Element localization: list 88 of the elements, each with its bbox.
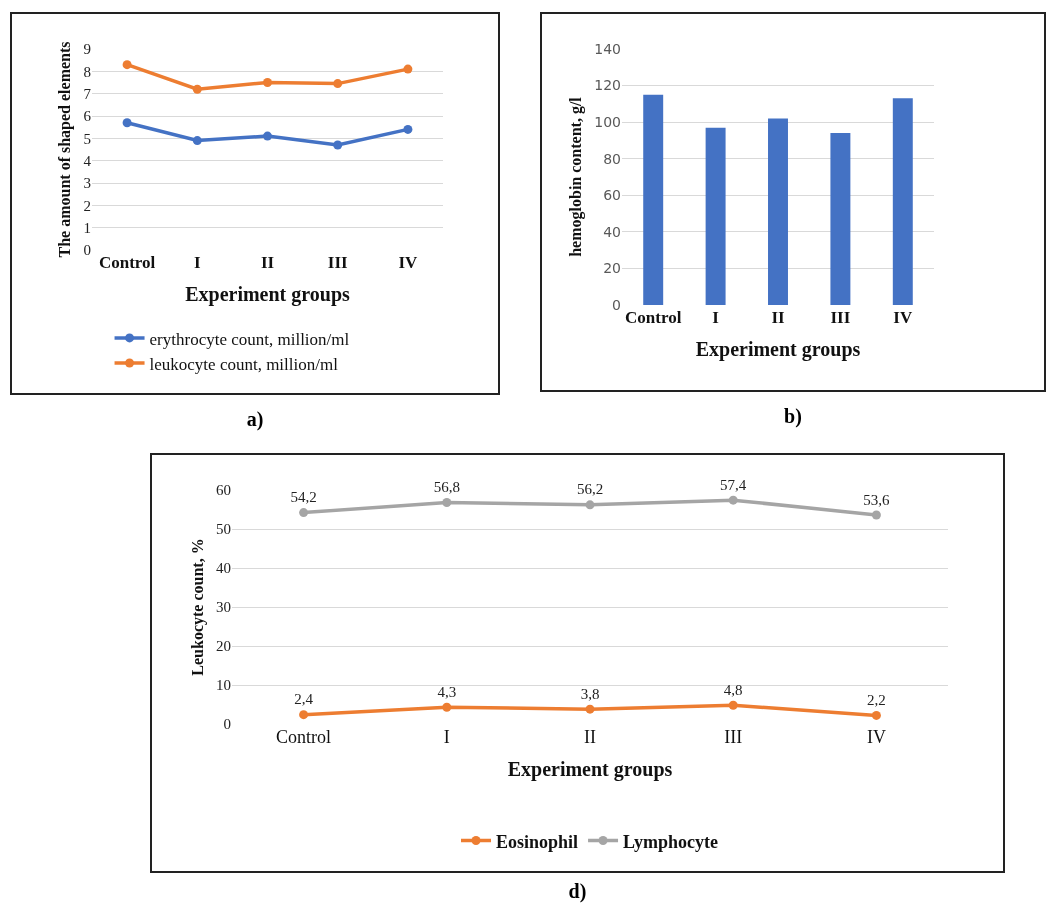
- y-axis-title: The amount of shaped elements: [56, 41, 75, 258]
- x-tick-label: IV: [398, 253, 419, 272]
- point: [585, 704, 595, 714]
- legend-label: Eosinophil: [496, 831, 579, 852]
- point: [403, 64, 413, 74]
- y-tick-label: 0: [83, 242, 91, 259]
- x-tick-label: IV: [866, 727, 886, 747]
- y-tick-label: 30: [216, 599, 231, 616]
- point: [263, 131, 272, 141]
- point: [728, 700, 738, 710]
- x-tick-label: Control: [98, 253, 156, 272]
- point: [299, 710, 309, 720]
- point: [192, 84, 202, 94]
- point: [122, 60, 132, 70]
- x-tick-label: Control: [276, 727, 332, 747]
- x-tick-label: II: [260, 253, 275, 272]
- bar: [830, 133, 851, 305]
- point: [122, 118, 132, 128]
- x-tick-label: III: [724, 727, 743, 747]
- point: [333, 79, 343, 89]
- point: [871, 710, 881, 720]
- data-label: 56,2: [576, 481, 604, 498]
- data-label: 2,4: [294, 691, 314, 708]
- point: [403, 124, 413, 134]
- x-tick-label: I: [443, 727, 450, 747]
- y-tick-label: 0: [612, 296, 621, 313]
- legend-label: Lymphocyte: [623, 831, 719, 852]
- y-tick-label: 6: [83, 108, 92, 125]
- text: b): [783, 405, 803, 428]
- x-tick-label: IV: [893, 308, 913, 327]
- point: [871, 510, 881, 520]
- y-tick-label: 9: [83, 41, 91, 58]
- y-tick-label: 1: [83, 219, 91, 236]
- y-tick-label: 100: [594, 114, 621, 131]
- legend-label: leukocyte count, million/ml: [149, 354, 339, 374]
- y-tick-label: 60: [216, 482, 231, 499]
- point: [442, 497, 452, 507]
- x-axis-title: Experiment groups: [695, 337, 861, 361]
- x-tick-label: II: [771, 308, 785, 327]
- y-tick-label: 0: [223, 716, 231, 733]
- x-tick-label: I: [193, 253, 201, 272]
- y-tick-label: 20: [216, 638, 231, 655]
- y-tick-label: 60: [603, 187, 621, 204]
- x-tick-label: II: [584, 727, 596, 747]
- y-tick-label: 8: [83, 63, 91, 80]
- point: [585, 500, 595, 510]
- y-axis-title: hemoglobin content, g/l: [567, 96, 586, 257]
- data-label: 57,4: [720, 476, 747, 493]
- point: [728, 495, 738, 505]
- data-label: 2,2: [867, 692, 886, 709]
- point: [442, 702, 452, 712]
- y-tick-label: 80: [603, 150, 621, 167]
- x-axis-title: Experiment groups: [507, 757, 673, 781]
- y-axis-title: Leukocyte count, %: [188, 538, 207, 676]
- data-label: 56,8: [433, 479, 460, 496]
- y-tick-label: 5: [83, 130, 91, 147]
- legend-label: erythrocyte count, million/ml: [149, 329, 350, 349]
- point: [299, 508, 309, 518]
- bar: [705, 127, 726, 305]
- data-label: 3,8: [580, 685, 600, 702]
- x-tick-label: I: [712, 308, 720, 327]
- y-tick-label: 10: [216, 677, 231, 694]
- data-label: 4,3: [437, 683, 457, 700]
- bar: [643, 94, 664, 305]
- text: d): [567, 880, 588, 903]
- text: a): [245, 408, 265, 431]
- y-tick-label: 120: [594, 77, 621, 94]
- y-tick-label: 7: [83, 85, 92, 102]
- y-tick-label: 50: [216, 521, 231, 538]
- y-tick-label: 4: [83, 152, 92, 169]
- y-tick-label: 20: [603, 260, 621, 277]
- y-tick-label: 3: [83, 175, 91, 192]
- y-tick-label: 140: [594, 40, 621, 57]
- bar: [768, 118, 788, 305]
- point: [192, 136, 202, 146]
- bar: [892, 98, 913, 305]
- data-label: 54,2: [290, 489, 317, 506]
- point: [333, 140, 343, 150]
- data-label: 53,6: [863, 491, 891, 508]
- data-label: 4,8: [723, 681, 743, 698]
- x-tick-label: III: [327, 253, 348, 272]
- x-tick-label: Control: [625, 308, 682, 327]
- x-axis-title: Experiment groups: [185, 282, 351, 306]
- point: [263, 78, 272, 87]
- x-tick-label: III: [830, 308, 851, 327]
- y-tick-label: 2: [83, 197, 91, 214]
- y-tick-label: 40: [603, 223, 621, 240]
- y-tick-label: 40: [216, 560, 231, 577]
